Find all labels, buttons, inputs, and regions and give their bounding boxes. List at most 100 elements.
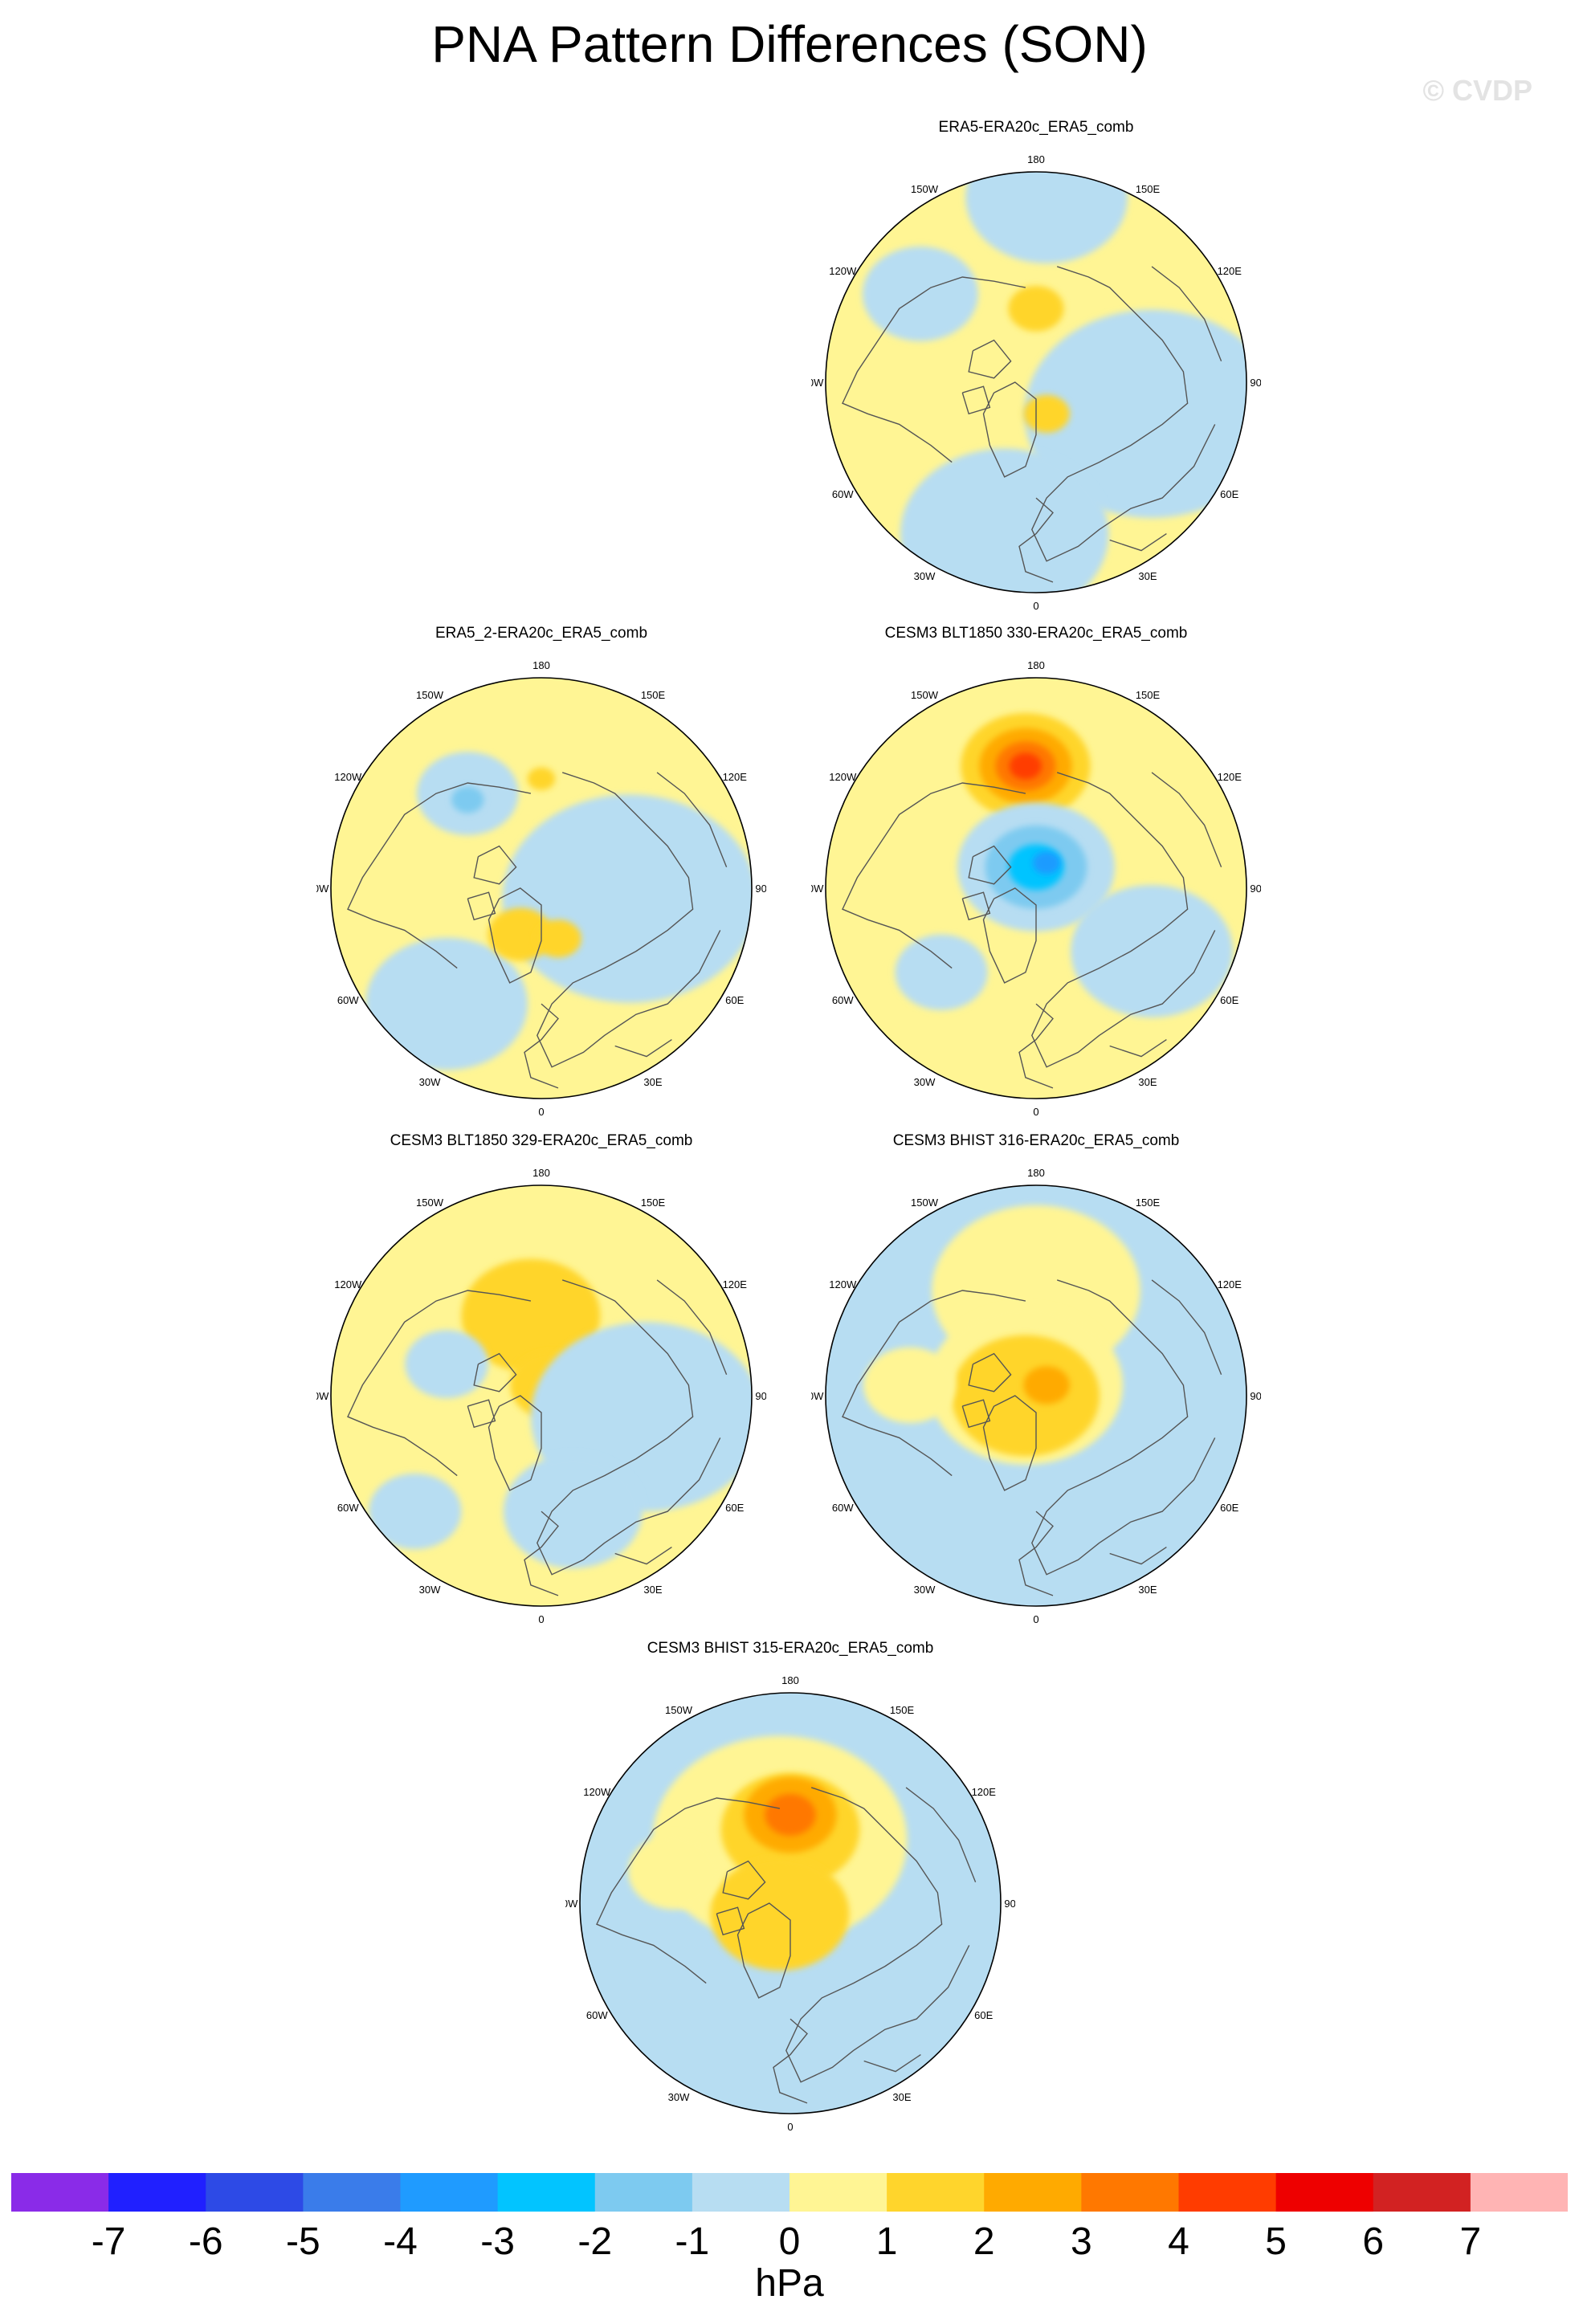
contour-region (365, 937, 528, 1070)
longitude-label: 90W (811, 377, 824, 389)
longitude-label: 60W (832, 994, 854, 1006)
longitude-label: 30W (419, 1076, 441, 1088)
contour-region (1024, 309, 1246, 518)
longitude-label: 30W (914, 1584, 936, 1596)
coastline (614, 1039, 672, 1058)
contour-region (461, 1258, 601, 1373)
coastline (596, 1797, 781, 1984)
longitude-label: 180 (1027, 153, 1045, 165)
longitude-label: 90W (811, 883, 824, 895)
colorbar-tick-label: -6 (188, 2220, 223, 2263)
coastline (1018, 497, 1054, 583)
colorbar-box (303, 2173, 401, 2212)
colorbar-tick-label: -2 (577, 2220, 613, 2263)
polar-map: 180 150E 120E 90E 60E 30E 0 30W 60W 90W 120W 150W (811, 659, 1261, 1118)
colorbar-tick-label: 7 (1459, 2220, 1482, 2263)
coastline (1031, 1279, 1216, 1576)
contour-region (1008, 286, 1064, 332)
colorbar-box (984, 2173, 1082, 2212)
longitude-label: 60W (832, 1502, 854, 1514)
colorbar-box (887, 2173, 985, 2212)
longitude-label: 120E (972, 1786, 997, 1798)
colorbar-box (1178, 2173, 1277, 2212)
polar-map: 180 150E 120E 90E 60E 30E 0 30W 60W 90W 120W 150W (811, 1167, 1261, 1625)
coastline (968, 339, 1012, 379)
panel-title: CESM3 BHIST 316-ERA20c_ERA5_comb (892, 1132, 1180, 1149)
colorbar-box (1470, 2173, 1568, 2212)
longitude-label: 180 (781, 1674, 799, 1686)
longitude-label: 60W (586, 2009, 608, 2021)
colorbar-tick-label: -7 (91, 2220, 126, 2263)
colorbar-box (400, 2173, 499, 2212)
longitude-label: 0 (1033, 1613, 1038, 1625)
contour-region (895, 934, 988, 1010)
contour-region (951, 1335, 1100, 1457)
contour-region (863, 1347, 957, 1424)
colorbar-tick-label: -4 (383, 2220, 418, 2263)
contour-region (451, 786, 484, 813)
contour-region (369, 1473, 462, 1550)
colorbar-tick-label: 2 (973, 2220, 995, 2263)
longitude-label: 30E (643, 1584, 662, 1596)
colorbar-tick-label: -3 (480, 2220, 515, 2263)
coastline (1109, 533, 1167, 552)
contour-region (710, 1857, 850, 1971)
coastline (1151, 266, 1222, 362)
coastline (968, 1352, 1012, 1392)
colorbar-box (790, 2173, 887, 2212)
map-border (330, 677, 753, 1099)
longitude-label: 150W (911, 1197, 939, 1209)
map-panel-6: CESM3 BHIST 315-ERA20c_ERA5_comb 180 150E… (565, 1640, 1015, 2138)
coastline (537, 1279, 721, 1576)
longitude-label: 90W (316, 1390, 329, 1402)
coastline (473, 845, 517, 885)
coastline (614, 1547, 672, 1565)
panel-title: CESM3 BLT1850 329-ERA20c_ERA5_comb (390, 1132, 693, 1149)
colorbar-box (11, 2173, 109, 2212)
longitude-label: 60E (974, 2009, 993, 2021)
coastline (905, 1787, 977, 1883)
longitude-label: 60E (725, 994, 744, 1006)
colorbar-tick-label: -1 (675, 2220, 710, 2263)
coastline (656, 1279, 728, 1376)
colorbar-tick-label: 6 (1362, 2220, 1385, 2263)
longitude-label: 30W (914, 1076, 936, 1088)
longitude-label: 150E (1136, 1197, 1161, 1209)
longitude-label: 150E (1136, 689, 1161, 701)
longitude-label: 90E (1250, 883, 1261, 895)
coastline (524, 1003, 559, 1089)
coastline (716, 1906, 745, 1936)
coastline (656, 772, 728, 868)
polar-map: 180 150E 120E 90E 60E 30E 0 30W 60W 90W 120W 150W (811, 153, 1261, 612)
contour-region (488, 907, 553, 961)
longitude-label: 120W (334, 771, 362, 783)
watermark: © CVDP (1422, 74, 1532, 107)
coastline (982, 887, 1037, 984)
longitude-label: 150W (416, 1197, 444, 1209)
contour-region (503, 1454, 643, 1568)
coastline (773, 2018, 808, 2104)
longitude-label: 120E (1218, 1278, 1242, 1290)
coastline (863, 2054, 921, 2073)
contour-region (535, 919, 581, 958)
longitude-label: 90E (1250, 1390, 1261, 1402)
panel-title: CESM3 BLT1850 330-ERA20c_ERA5_comb (884, 625, 1188, 642)
colorbar-box (108, 2173, 206, 2212)
map-border (825, 1184, 1247, 1607)
colorbar-tick-label: 5 (1265, 2220, 1287, 2263)
colorbar-box (594, 2173, 693, 2212)
longitude-label: 90E (755, 883, 766, 895)
longitude-label: 30W (914, 570, 936, 582)
longitude-label: 120W (829, 265, 857, 277)
longitude-label: 150W (911, 689, 939, 701)
main-title: PNA Pattern Differences (SON) (431, 15, 1148, 73)
longitude-label: 120E (1218, 265, 1242, 277)
contour-region (1032, 851, 1061, 875)
colorbar-box (1373, 2173, 1471, 2212)
coastline (1151, 772, 1222, 868)
coastline (524, 1511, 559, 1596)
longitude-label: 90W (811, 1390, 824, 1402)
coastline (347, 1290, 532, 1477)
longitude-label: 60E (1220, 1502, 1238, 1514)
coastline (467, 891, 496, 921)
